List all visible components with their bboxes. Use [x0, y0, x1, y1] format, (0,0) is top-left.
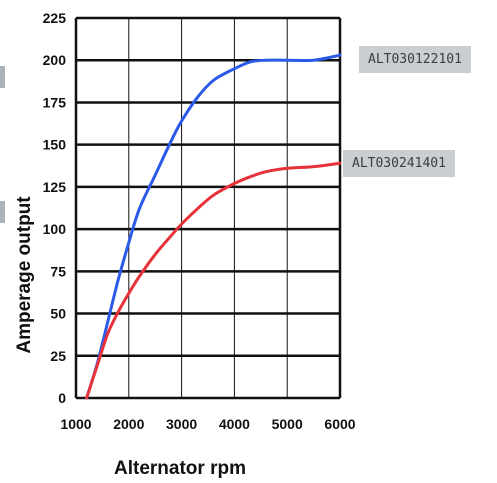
y-tick-label: 25 — [50, 348, 66, 364]
x-tick-label: 1000 — [60, 416, 91, 432]
series-line-blue — [85, 53, 342, 400]
y-tick-label: 125 — [43, 179, 67, 195]
y-tick-label: 225 — [43, 10, 67, 26]
edge-marker — [0, 201, 5, 223]
x-tick-label: 5000 — [272, 416, 303, 432]
y-tick-label: 50 — [50, 306, 66, 322]
y-tick-label: 200 — [43, 52, 67, 68]
y-tick-label: 150 — [43, 137, 67, 153]
series-label-red: ALT030241401 — [343, 150, 455, 177]
series-lines — [85, 53, 342, 400]
x-tick-label: 2000 — [113, 416, 144, 432]
y-axis-title: Amperage output — [14, 196, 35, 354]
x-tick-label: 6000 — [324, 416, 355, 432]
series-label-blue: ALT030122101 — [359, 46, 471, 73]
y-tick-label: 0 — [58, 390, 66, 406]
x-axis-title: Alternator rpm — [114, 458, 246, 479]
x-tick-label: 4000 — [219, 416, 250, 432]
y-tick-labels: 0 25 50 75 100 125 150 175 200 225 — [43, 10, 67, 406]
y-tick-label: 175 — [43, 94, 67, 110]
edge-marker — [0, 66, 5, 88]
x-tick-label: 3000 — [166, 416, 197, 432]
x-tick-labels: 1000 2000 3000 4000 5000 6000 — [60, 416, 355, 432]
y-tick-label: 100 — [43, 221, 67, 237]
y-tick-label: 75 — [50, 263, 66, 279]
series-line-red — [85, 161, 342, 400]
grid-lines — [74, 16, 342, 400]
